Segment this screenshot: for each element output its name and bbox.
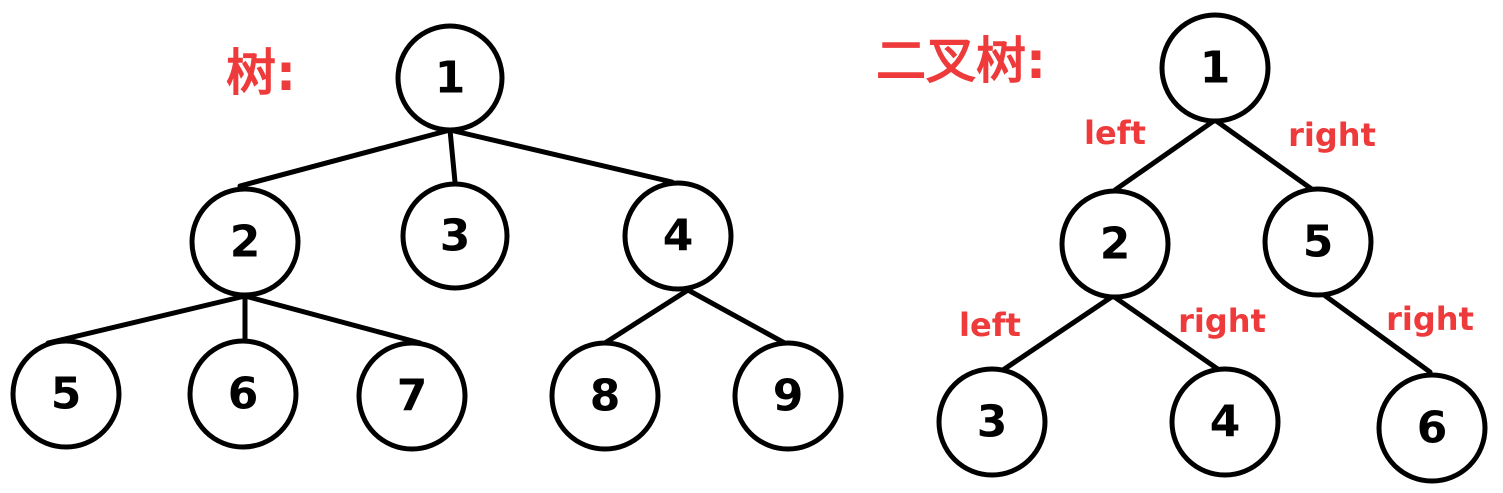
general-tree-nodes: 1 2 3 4 5 6 7	[10, 23, 844, 452]
tree-node: 1	[1159, 12, 1271, 124]
edge-1-3	[447, 127, 458, 185]
edge-2-3	[997, 293, 1116, 375]
edge-2-5	[45, 293, 248, 346]
edge-5-6	[1317, 289, 1433, 375]
node-label: 5	[1303, 217, 1334, 268]
tree-node: 3	[400, 181, 510, 291]
binary-tree-title: 二叉树:	[876, 32, 1046, 90]
edge-4-8	[602, 287, 691, 346]
tree-node: 6	[1376, 372, 1488, 484]
edge-1-2	[1112, 117, 1218, 193]
tree-node: 8	[549, 340, 661, 452]
edge-label-left: left	[1084, 114, 1146, 152]
general-tree-edges	[45, 127, 793, 349]
node-label: 1	[435, 53, 466, 104]
node-label: 8	[590, 371, 621, 422]
edge-2-7	[242, 293, 423, 346]
node-label: 2	[1100, 219, 1131, 270]
binary-tree-edges	[997, 117, 1433, 375]
binary-tree-edge-labels: left right left right right	[959, 114, 1474, 344]
tree-node: 6	[187, 338, 299, 450]
node-label: 4	[663, 211, 694, 262]
tree-node: 4	[622, 180, 734, 292]
tree-node: 7	[356, 340, 468, 452]
edge-4-9	[685, 287, 793, 349]
tree-node: 3	[936, 366, 1048, 478]
general-tree: 树: 1 2 3 4	[10, 23, 844, 452]
tree-node: 1	[395, 23, 505, 133]
node-label: 3	[440, 211, 471, 262]
tree-node: 5	[1262, 186, 1374, 298]
edge-label-left: left	[959, 306, 1021, 344]
tree-node: 9	[732, 340, 844, 452]
node-label: 6	[1417, 403, 1448, 454]
tree-node: 4	[1169, 366, 1281, 478]
binary-tree-nodes: 1 2 5 3 4 6	[936, 12, 1488, 484]
tree-node: 2	[189, 186, 301, 298]
node-label: 4	[1210, 397, 1241, 448]
tree-node: 5	[10, 338, 122, 450]
node-label: 1	[1200, 43, 1231, 94]
node-label: 3	[977, 397, 1008, 448]
edge-2-4	[1110, 293, 1225, 375]
node-label: 5	[51, 369, 82, 420]
edge-label-right: right	[1178, 302, 1266, 340]
node-label: 9	[773, 371, 804, 422]
node-label: 2	[230, 217, 261, 268]
edge-label-right: right	[1288, 116, 1376, 154]
edge-1-5	[1212, 117, 1323, 198]
node-label: 7	[397, 371, 428, 422]
general-tree-title: 树:	[226, 44, 296, 102]
edge-label-right: right	[1386, 300, 1474, 338]
edge-1-2	[237, 127, 453, 189]
tree-node: 2	[1059, 188, 1171, 300]
binary-tree: 二叉树: left right left right right 1 2	[876, 12, 1488, 484]
edge-1-4	[447, 127, 675, 185]
node-label: 6	[228, 369, 259, 420]
